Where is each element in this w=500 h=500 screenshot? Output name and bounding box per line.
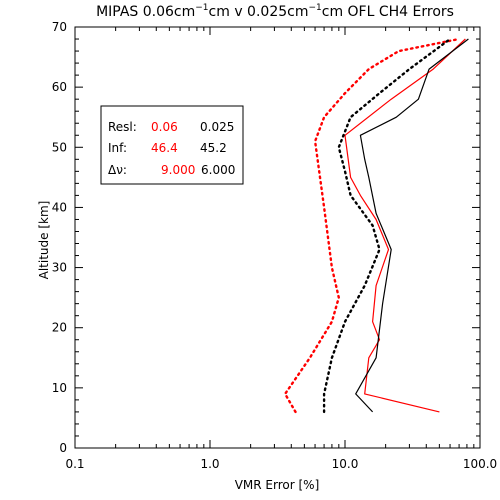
legend-box	[100, 105, 244, 185]
series-group	[283, 37, 469, 414]
series-line-4	[322, 37, 452, 414]
series-line-3	[283, 37, 461, 414]
y-tick-label: 50	[52, 140, 67, 154]
legend-black-dnu: 6.000	[201, 163, 235, 177]
x-axis-label: VMR Error [%]	[235, 478, 320, 492]
x-tick-label: 0.1	[65, 457, 84, 471]
series-line-2	[355, 38, 469, 413]
legend-label-dnu: Δν:	[108, 163, 127, 177]
y-tick-label: 60	[52, 80, 67, 94]
legend-red-dnu: 9.000	[161, 163, 195, 177]
chart-title: MIPAS 0.06cm−1cm v 0.025cm−1cm OFL CH4 E…	[96, 3, 454, 20]
legend: Resl: 0.06 0.025 Inf: 46.4 45.2 Δν: 9.00…	[100, 105, 244, 185]
y-tick-label: 10	[52, 381, 67, 395]
legend-label-resl: Resl:	[108, 120, 137, 134]
y-tick-label: 0	[59, 441, 67, 455]
y-tick-label: 70	[52, 20, 67, 34]
series-line-1	[344, 38, 466, 413]
x-tick-label: 1.0	[200, 457, 219, 471]
y-tick-label: 30	[52, 261, 67, 275]
legend-black-inf: 45.2	[200, 141, 227, 155]
legend-label-inf: Inf:	[108, 141, 127, 155]
x-tick-label: 10.0	[332, 457, 359, 471]
legend-black-resl: 0.025	[200, 120, 234, 134]
x-tick-label: 100.0	[463, 457, 497, 471]
legend-red-inf: 46.4	[151, 141, 178, 155]
y-tick-label: 20	[52, 321, 67, 335]
legend-red-resl: 0.06	[151, 120, 178, 134]
axis-ticks: 0.1 1.0 10.0 100.0 0 10 20 30 40 50 60 70	[52, 20, 497, 471]
y-axis-label: Altitude [km]	[37, 201, 51, 280]
y-tick-label: 40	[52, 200, 67, 214]
plot-frame	[74, 26, 481, 449]
